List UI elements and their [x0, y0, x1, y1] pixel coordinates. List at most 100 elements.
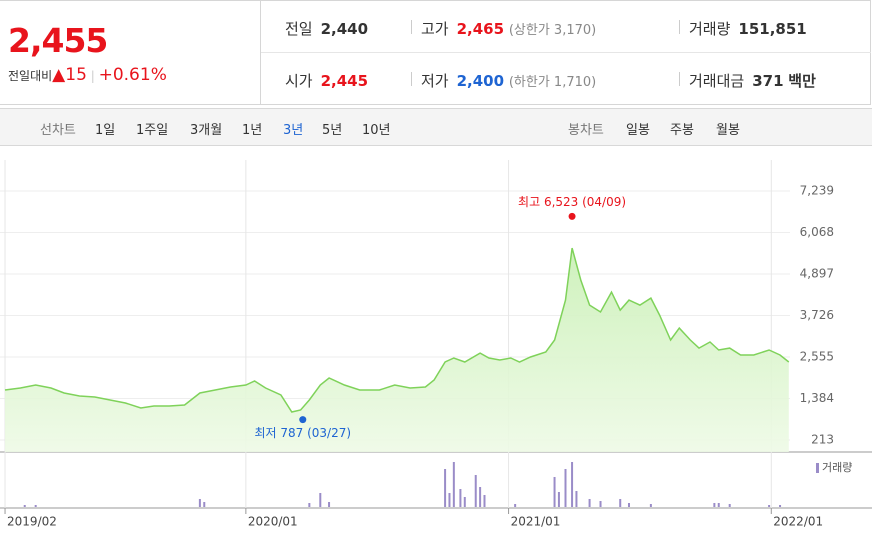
extreme-dot: [299, 416, 307, 424]
volume-bar: [571, 462, 574, 507]
quote-box: 2,455 전일대비▲15 | +0.61%: [0, 1, 261, 105]
extreme-dot: [568, 212, 576, 220]
limit: (상한가 3,170): [508, 23, 597, 38]
tab[interactable]: 5년: [322, 123, 343, 138]
price: 2,455: [8, 21, 108, 60]
volume-bar: [203, 502, 206, 507]
unit: 백만: [788, 72, 816, 90]
volume-bar: [588, 499, 591, 507]
extreme-label: 최저 787 (03/27): [254, 426, 351, 440]
summary-row: 전일 2,440 고가 2,465 (상한가 3,170) 거래량 151,851: [261, 0, 871, 53]
x-tick-label: 2020/01: [248, 515, 298, 529]
y-tick-label: 7,239: [800, 183, 834, 197]
tab[interactable]: 월봉: [716, 123, 740, 138]
label: 거래량: [689, 20, 731, 38]
volume-bar: [553, 477, 556, 507]
y-tick-label: 6,068: [800, 225, 834, 239]
tab[interactable]: 1년: [242, 123, 263, 138]
low: 저가 2,400 (하한가 1,710): [421, 70, 596, 91]
high: 고가 2,465 (상한가 3,170): [421, 18, 596, 39]
volume-bar: [713, 503, 716, 507]
volume-bar: [619, 499, 622, 507]
amount: 거래대금 371 백만: [689, 70, 816, 91]
tab[interactable]: 1주일: [136, 123, 169, 138]
change-rate: +0.61%: [98, 65, 167, 85]
volume-bar: [514, 504, 517, 507]
volume-bar: [779, 505, 782, 507]
volume-bar: [328, 502, 331, 507]
x-tick-label: 2022/01: [773, 515, 823, 529]
volume-bar: [452, 462, 455, 507]
value: 371: [752, 72, 784, 90]
volume: 거래량 151,851: [689, 18, 807, 39]
separator: [679, 72, 680, 86]
y-tick-label: 213: [811, 432, 834, 446]
volume-bar: [319, 493, 322, 507]
value: 2,400: [456, 72, 505, 90]
tab[interactable]: 3개월: [190, 123, 223, 138]
volume-bar: [483, 495, 486, 507]
change-value: 15: [65, 65, 87, 85]
label: 전일: [285, 20, 313, 38]
tab[interactable]: 주봉: [670, 123, 694, 138]
change: 전일대비▲15 | +0.61%: [8, 65, 167, 85]
label: 저가: [421, 72, 449, 90]
label: 시가: [285, 72, 313, 90]
volume-bar: [23, 505, 26, 507]
tab-group-label: 선차트: [40, 123, 76, 138]
volume-bar: [308, 503, 311, 507]
volume-bar: [649, 504, 652, 507]
legend-label: 거래량: [822, 461, 852, 474]
price-area: [5, 248, 789, 452]
volume-bar: [599, 501, 602, 507]
volume-bar: [479, 487, 482, 507]
extreme-label: 최고 6,523 (04/09): [518, 195, 626, 209]
limit: (하한가 1,710): [508, 75, 597, 90]
prev: 전일 2,440: [285, 18, 368, 39]
value: 2,445: [320, 72, 369, 90]
volume-bar: [34, 505, 37, 507]
y-tick-label: 3,726: [800, 308, 834, 322]
summary-row: 시가 2,445 저가 2,400 (하한가 1,710) 거래대금 371 백만: [261, 52, 871, 104]
value: 151,851: [738, 20, 807, 38]
y-tick-label: 1,384: [800, 391, 834, 405]
volume-bar: [557, 492, 560, 507]
volume-bar: [474, 475, 477, 507]
change-label: 전일대비: [8, 69, 53, 83]
open: 시가 2,445: [285, 70, 368, 91]
tab[interactable]: 일봉: [626, 123, 650, 138]
y-tick-label: 4,897: [800, 266, 834, 280]
tab[interactable]: 1일: [95, 123, 116, 138]
value: 2,465: [456, 20, 505, 38]
volume-bar: [575, 491, 578, 507]
volume-bar: [768, 505, 771, 507]
volume-bar: [728, 504, 731, 507]
tab-group-label: 봉차트: [568, 123, 604, 138]
volume-bar: [564, 469, 567, 507]
separator: [411, 72, 412, 86]
quote-panel: 2,455 전일대비▲15 | +0.61%: [0, 0, 871, 105]
separator: [411, 20, 412, 34]
tab[interactable]: 10년: [362, 123, 391, 138]
label: 거래대금: [689, 72, 745, 90]
tab[interactable]: 3년: [283, 123, 304, 138]
volume-bar: [198, 499, 201, 507]
volume-bar: [717, 503, 720, 507]
value: 2,440: [320, 20, 369, 38]
price-line: [4, 247, 790, 413]
volume-bar: [627, 503, 630, 507]
volume-bar: [448, 493, 451, 507]
volume-bar: [459, 489, 462, 507]
period-tabs: 선차트 1일 1주일 3개월 1년 3년 5년 10년 봉차트 일봉 주봉 월봉: [0, 108, 872, 146]
x-tick-label: 2021/01: [511, 515, 561, 529]
separator: [679, 20, 680, 34]
volume-bar: [463, 497, 466, 507]
x-tick-label: 2019/02: [7, 515, 57, 529]
volume-bar: [444, 469, 447, 507]
up-arrow: ▲: [52, 65, 66, 85]
label: 고가: [421, 20, 449, 38]
y-tick-label: 2,555: [800, 349, 834, 363]
legend-swatch: [816, 463, 819, 473]
